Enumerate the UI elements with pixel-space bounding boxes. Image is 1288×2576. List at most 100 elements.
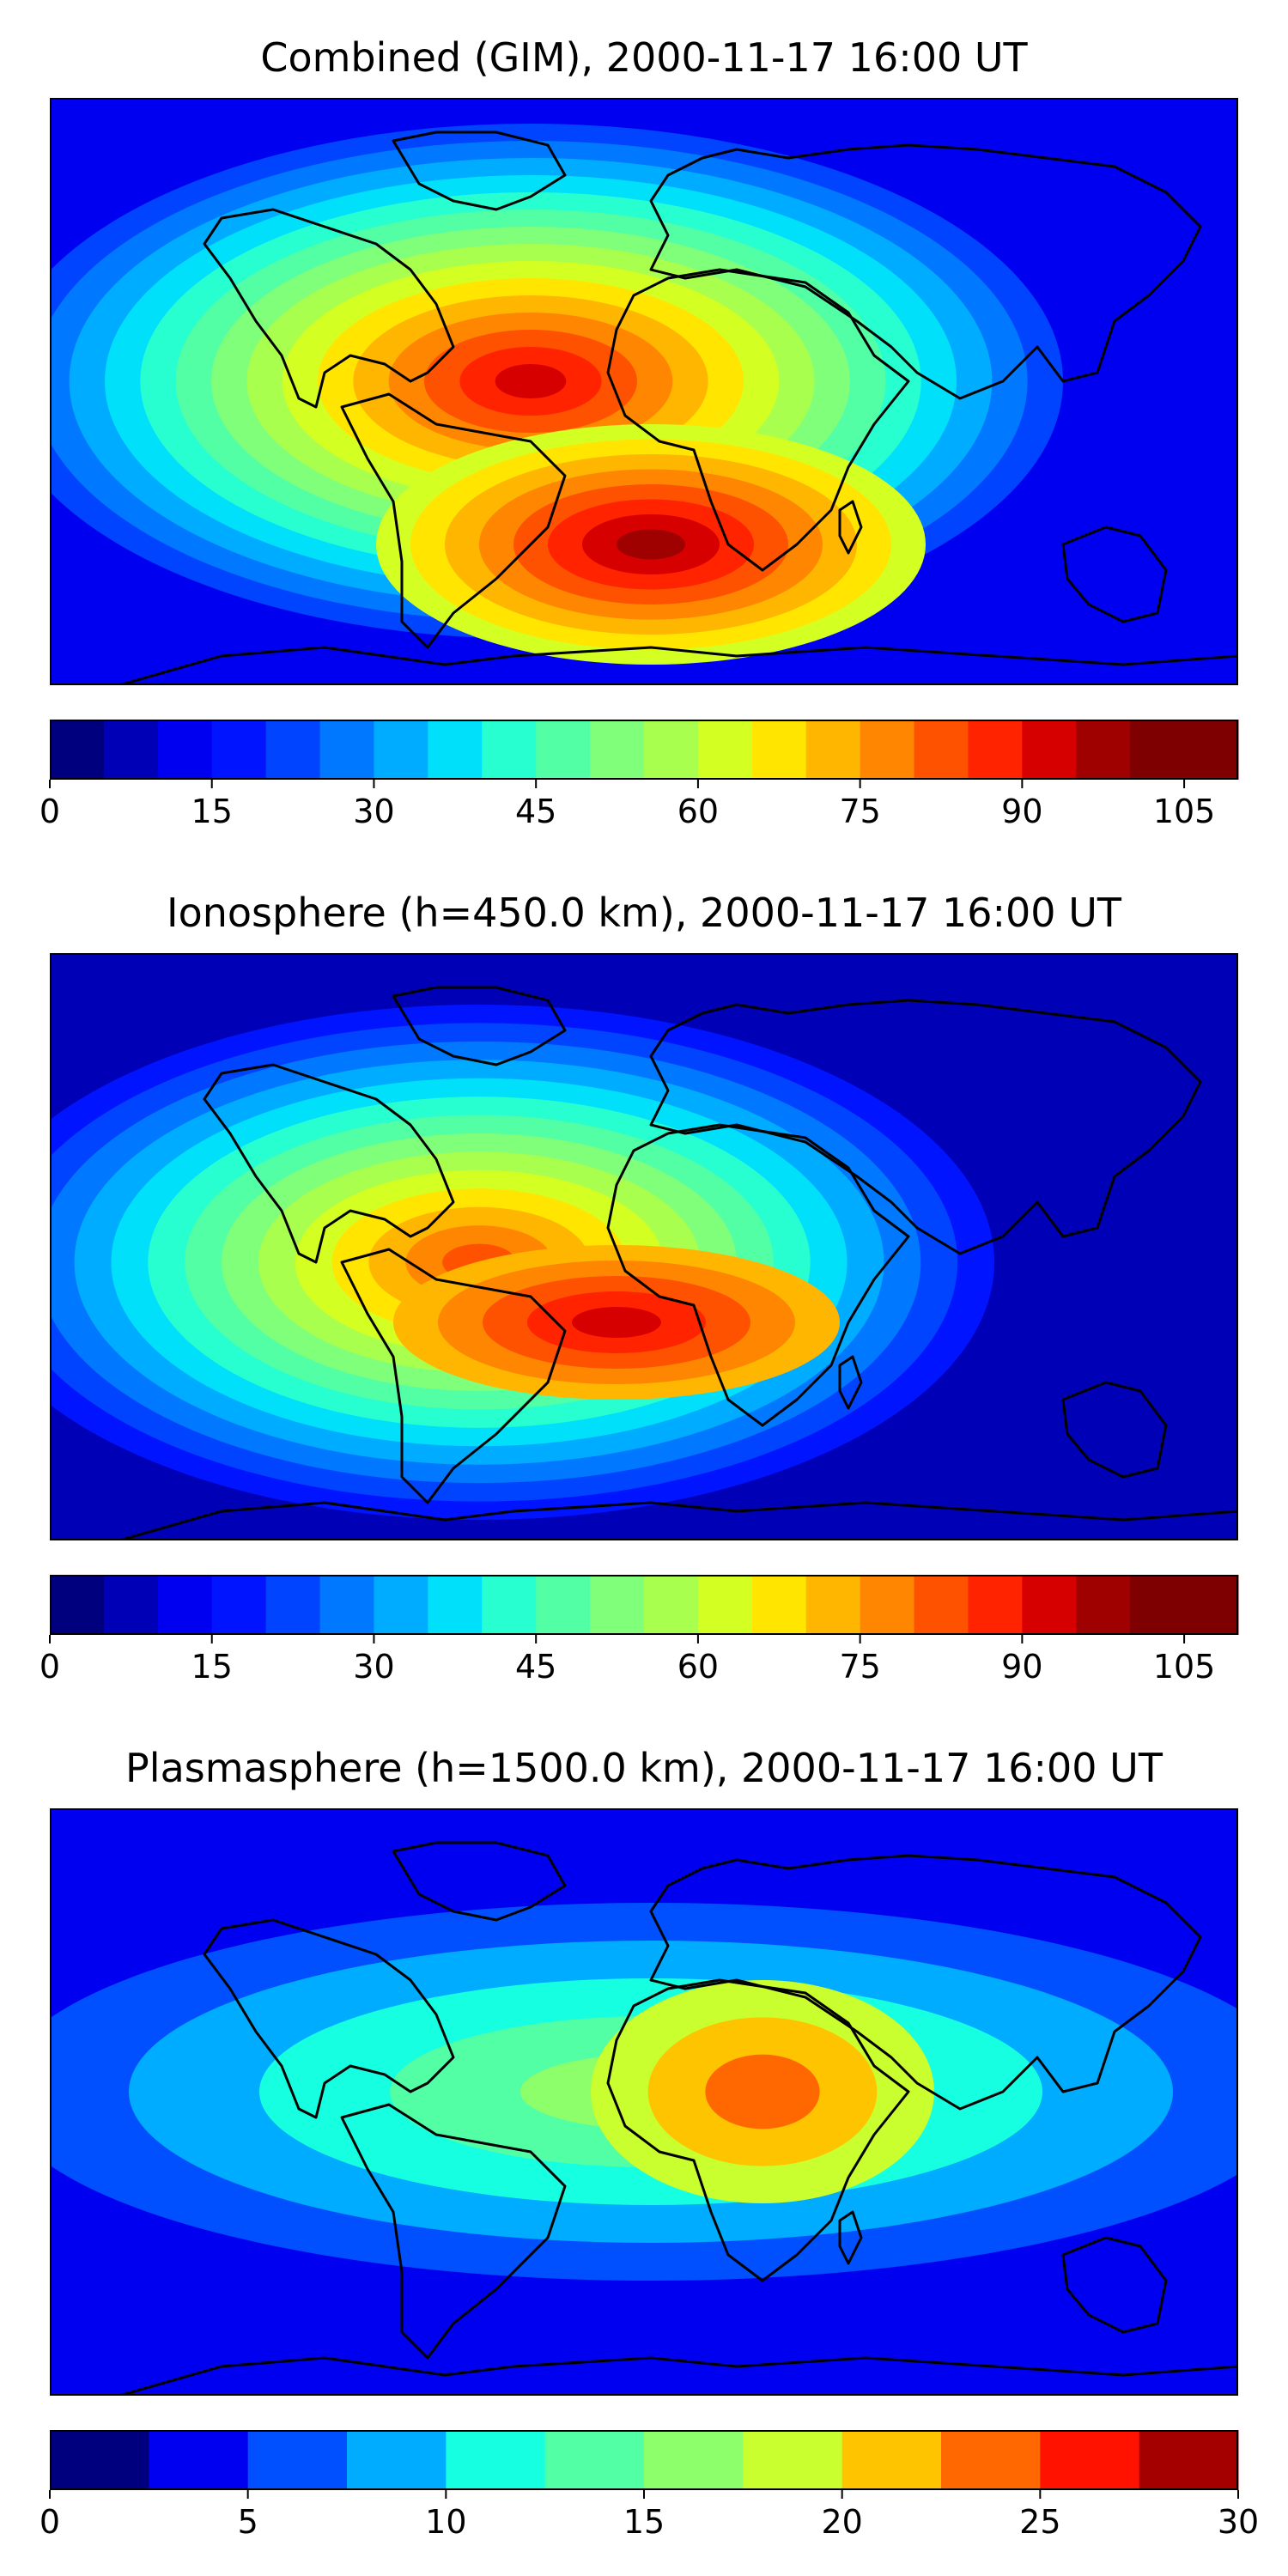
coastline <box>1061 1381 1168 1479</box>
map-plot <box>50 953 1238 1540</box>
colorbar-swatch <box>590 1575 645 1635</box>
colorbar-swatch <box>860 1575 915 1635</box>
colorbar-frame <box>50 720 1238 780</box>
colorbar-tick-label: 75 <box>839 1648 880 1686</box>
chart-title: Plasmasphere (h=1500.0 km), 2000-11-17 1… <box>125 1745 1163 1791</box>
colorbar: 0 5 10 15 20 25 30 <box>39 2430 1259 2541</box>
colorbar-tick-label: 25 <box>1019 2503 1060 2541</box>
colorbar-swatch <box>157 1575 213 1635</box>
colorbar-swatch <box>751 720 807 780</box>
colorbar-swatch <box>1184 1575 1239 1635</box>
colorbar-tick-label: 90 <box>1001 793 1042 830</box>
coastline <box>203 1063 455 1264</box>
coastline <box>340 2103 567 2360</box>
colorbar-swatch <box>697 720 753 780</box>
colorbar-swatch <box>1076 1575 1131 1635</box>
coastline <box>203 1918 455 2119</box>
coastline <box>1061 526 1168 623</box>
colorbar-swatch <box>1040 2430 1140 2490</box>
colorbar-swatch <box>482 720 537 780</box>
coastline <box>649 1854 1202 2111</box>
colorbar-swatch <box>1022 720 1077 780</box>
chart-title: Ionosphere (h=450.0 km), 2000-11-17 16:0… <box>167 890 1121 936</box>
colorbar: 0 15 30 45 60 75 90 105 <box>39 1575 1239 1686</box>
map-plot <box>50 98 1238 685</box>
colorbar-swatch <box>428 1575 483 1635</box>
colorbar-swatch <box>536 1575 591 1635</box>
colorbar-tick-label: 45 <box>515 793 556 830</box>
coastline <box>392 131 567 211</box>
colorbar-tick-label: 0 <box>39 2503 60 2541</box>
coastline <box>606 1123 910 1427</box>
coastline <box>1061 2236 1168 2334</box>
coastline <box>606 268 910 572</box>
colorbar-swatch <box>319 720 374 780</box>
colorbar-tick-label: 30 <box>353 793 394 830</box>
coastline <box>392 1841 567 1922</box>
colorbar-swatch <box>482 1575 537 1635</box>
coastline <box>340 1248 567 1504</box>
colorbar-swatch <box>103 720 159 780</box>
map-frame <box>50 953 1238 1540</box>
colorbar-swatch <box>590 720 645 780</box>
colorbar-swatch <box>914 1575 969 1635</box>
colorbar-swatch <box>536 720 591 780</box>
colorbar-swatch <box>941 2430 1041 2490</box>
colorbar-swatch <box>446 2430 546 2490</box>
colorbar-tick-label: 0 <box>39 793 60 830</box>
colorbar-swatch <box>968 1575 1023 1635</box>
colorbar-frame <box>50 2430 1238 2490</box>
contour-band <box>705 2054 820 2129</box>
coastline <box>340 392 567 649</box>
map-plot <box>50 1808 1238 2396</box>
colorbar-swatch <box>211 1575 267 1635</box>
contour-band <box>617 529 685 560</box>
contour-band <box>572 1307 661 1338</box>
colorbar-swatch <box>805 1575 861 1635</box>
colorbar-swatch <box>1130 720 1185 780</box>
colorbar-swatch <box>968 720 1023 780</box>
colorbar-tick-label: 30 <box>353 1648 394 1686</box>
map-frame <box>50 98 1238 685</box>
colorbar-tick-label: 105 <box>1153 1648 1216 1686</box>
coastline <box>606 1978 910 2282</box>
coastline <box>50 1501 1238 1540</box>
colorbar-swatch <box>544 2430 645 2490</box>
colorbar-swatch <box>157 720 213 780</box>
map-frame <box>50 1808 1238 2396</box>
colorbar-swatch <box>103 1575 159 1635</box>
colorbar-tick-label: 5 <box>238 2503 258 2541</box>
colorbar-tick-label: 90 <box>1001 1648 1042 1686</box>
coastline <box>649 999 1202 1255</box>
colorbar-swatch <box>805 720 861 780</box>
colorbar-tick-label: 45 <box>515 1648 556 1686</box>
colorbar-tick-label: 60 <box>677 1648 719 1686</box>
colorbar-swatch <box>319 1575 374 1635</box>
colorbar-tick-label: 30 <box>1218 2503 1259 2541</box>
colorbar-swatch <box>1130 1575 1185 1635</box>
colorbar-swatch <box>374 1575 428 1635</box>
colorbar-swatch <box>1022 1575 1077 1635</box>
colorbar-swatch <box>50 720 105 780</box>
coastline <box>649 143 1202 400</box>
colorbar-swatch <box>860 720 915 780</box>
colorbar-tick-label: 20 <box>821 2503 862 2541</box>
colorbar-swatch <box>265 720 321 780</box>
colorbar-tick-label: 60 <box>677 793 719 830</box>
colorbar-swatch <box>265 1575 321 1635</box>
colorbar-swatch <box>751 1575 807 1635</box>
colorbar-swatch <box>841 2430 942 2490</box>
colorbar-swatch <box>211 720 267 780</box>
colorbar-swatch <box>149 2430 249 2490</box>
colorbar-swatch <box>50 1575 105 1635</box>
colorbar-tick-label: 15 <box>191 1648 233 1686</box>
coastline <box>203 208 455 409</box>
colorbar-tick-label: 75 <box>839 793 880 830</box>
colorbar-swatch <box>914 720 969 780</box>
contour-band <box>495 364 567 398</box>
colorbar-swatch <box>743 2430 843 2490</box>
colorbar: 0 15 30 45 60 75 90 105 <box>39 720 1239 830</box>
colorbar-swatch <box>1139 2430 1239 2490</box>
coastline <box>50 2356 1238 2396</box>
colorbar-swatch <box>347 2430 447 2490</box>
